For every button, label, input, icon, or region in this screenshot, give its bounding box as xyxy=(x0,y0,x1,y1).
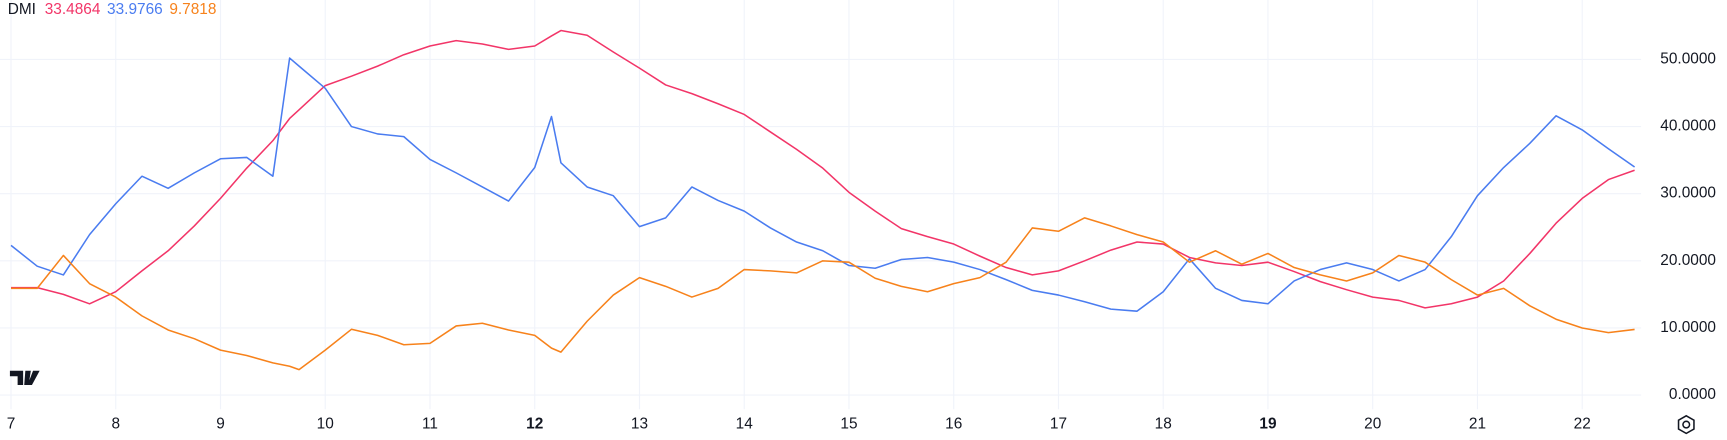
plot xyxy=(10,29,1636,371)
x-tick-label: 20 xyxy=(1364,416,1381,433)
x-tick-label: 8 xyxy=(111,416,120,433)
x-tick-label: 7 xyxy=(7,416,16,433)
legend-value: 9.7818 xyxy=(169,1,216,18)
settings-dot[interactable] xyxy=(1682,420,1691,429)
series-line xyxy=(10,57,1636,312)
y-tick-label: 30.0000 xyxy=(1660,185,1716,202)
series-line xyxy=(11,217,1635,371)
indicator-name: DMI xyxy=(8,1,36,18)
x-tick-label: 17 xyxy=(1050,416,1067,433)
x-tick-label: 18 xyxy=(1155,416,1172,433)
x-tick-label: 10 xyxy=(317,416,334,433)
x-tick-label: 9 xyxy=(216,416,225,433)
x-tick-label: 15 xyxy=(840,416,857,433)
y-tick-label: 10.0000 xyxy=(1660,319,1716,336)
x-tick-label: 14 xyxy=(736,416,754,433)
x-tick-label: 11 xyxy=(422,416,438,433)
y-tick-label: 50.0000 xyxy=(1660,50,1716,67)
grid xyxy=(0,0,1642,410)
y-tick-label: 0.0000 xyxy=(1669,386,1716,403)
x-tick-label: 13 xyxy=(631,416,648,433)
y-tick-label: 20.0000 xyxy=(1660,252,1716,269)
x-tick-label: 22 xyxy=(1574,416,1591,433)
x-tick-label: 21 xyxy=(1469,416,1486,433)
x-tick-label: 19 xyxy=(1259,416,1276,433)
legend-value: 33.9766 xyxy=(107,1,163,18)
tradingview-logo xyxy=(9,370,40,385)
x-tick-label: 12 xyxy=(526,416,543,433)
legend-value: 33.4864 xyxy=(45,1,101,18)
settings-icon[interactable] xyxy=(1677,414,1695,435)
x-tick-label: 16 xyxy=(945,416,962,433)
series-line xyxy=(11,29,1635,309)
settings-hexagon[interactable] xyxy=(1677,414,1695,435)
y-tick-label: 40.0000 xyxy=(1660,118,1716,135)
legend: DMI 33.4864 33.9766 9.7818 xyxy=(8,1,217,18)
